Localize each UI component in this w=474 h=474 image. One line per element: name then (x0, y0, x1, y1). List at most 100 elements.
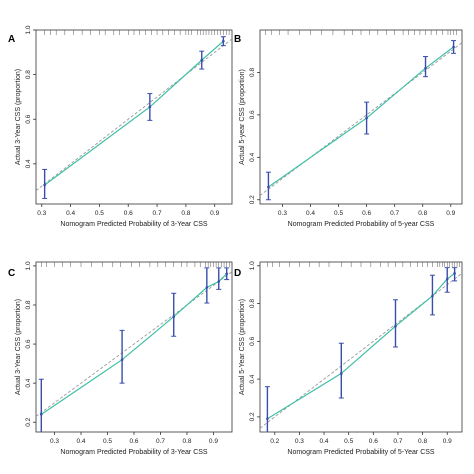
calibration-point (339, 372, 343, 375)
calibration-point (452, 45, 455, 49)
x-tick-label: 0.3 (295, 438, 304, 445)
x-tick-label: 0.6 (124, 210, 133, 217)
x-axis-label: Nomogram Predicted Probability of 5-year… (288, 221, 435, 228)
y-tick-label: 0.2 (249, 195, 256, 204)
x-tick-label: 0.9 (209, 438, 218, 445)
panel-letter: D (234, 268, 241, 279)
y-tick-label: 0.6 (25, 339, 32, 348)
y-axis-label: Actual 5-Year CSS (proportion) (239, 299, 246, 395)
y-tick-label: 1.0 (249, 261, 256, 270)
calibration-point (267, 185, 270, 189)
calibration-curve (267, 272, 455, 420)
calibration-point (39, 413, 43, 416)
panel-d: D 0.2 0.3 0.4 0.5 0.6 0.7 0.8 0.9 0.2 0.4 0.6 0.8 1.0… (234, 261, 463, 456)
x-tick-label: 0.4 (77, 438, 86, 445)
panel-b: B 0.3 0.4 0.5 0.6 0.7 0.8 0.9 0.2 0.4 0.6 0.8 Nomogr… (234, 29, 463, 228)
x-tick-label: 0.3 (50, 438, 59, 445)
rug-marks (41, 262, 230, 267)
calibration-point (148, 105, 152, 109)
calibration-point (225, 272, 229, 276)
y-tick-label: 0.8 (249, 299, 256, 308)
x-tick-label: 0.4 (66, 210, 75, 217)
x-tick-label: 0.5 (334, 210, 343, 217)
calibration-curve (44, 40, 224, 186)
y-tick-label: 1.0 (25, 25, 32, 34)
y-tick-label: 0.4 (249, 152, 256, 161)
panel-letter: C (8, 268, 15, 279)
x-tick-label: 0.4 (320, 438, 329, 445)
x-tick-label: 0.7 (393, 438, 402, 445)
y-tick-label: 0.4 (25, 159, 32, 168)
x-tick-label: 0.5 (344, 438, 353, 445)
calibration-point (43, 183, 46, 187)
plot-frame (35, 261, 233, 433)
plot-frame (259, 29, 463, 205)
plot-area (260, 40, 462, 201)
x-tick-label: 0.9 (210, 210, 219, 217)
y-tick-label: 0.2 (249, 412, 256, 421)
x-tick-label: 0.8 (418, 438, 427, 445)
x-tick-label: 0.3 (37, 210, 46, 217)
plot-frame (259, 261, 463, 433)
rug-marks (44, 30, 230, 35)
calibration-curve (40, 273, 228, 415)
y-tick-label: 0.4 (25, 378, 32, 387)
x-tick-label: 0.7 (153, 210, 162, 217)
calibration-point (431, 294, 434, 298)
panel-c: C 0.3 0.4 0.5 0.6 0.7 0.8 0.9 0.2 0.4 0.6 0.8 1.0 Nom… (8, 261, 233, 456)
y-tick-label: 0.6 (249, 336, 256, 345)
calibration-point (205, 286, 209, 289)
x-tick-label: 0.8 (181, 210, 190, 217)
x-tick-label: 0.6 (369, 438, 378, 445)
calibration-point (453, 272, 456, 275)
calibration-point (222, 39, 225, 43)
x-tick-label: 0.7 (156, 438, 165, 445)
calibration-point (172, 315, 176, 319)
x-tick-label: 0.8 (182, 438, 191, 445)
x-tick-label: 0.3 (278, 210, 287, 217)
y-tick-label: 0.6 (249, 110, 256, 119)
plot-area (36, 267, 232, 432)
x-tick-label: 0.6 (362, 210, 371, 217)
ideal-reference-line (260, 42, 462, 196)
x-axis-label: Nomogram Predicted Probability of 3-Year… (60, 449, 208, 456)
x-tick-label: 0.5 (103, 438, 112, 445)
y-tick-label: 0.2 (25, 417, 32, 426)
plot-area (36, 36, 232, 199)
x-axis-label: Nomogram Predicted Probability of 5-Year… (287, 449, 435, 456)
x-tick-label: 0.4 (306, 210, 315, 217)
panel-letter: A (8, 34, 15, 45)
y-tick-label: 0.8 (249, 68, 256, 77)
calibration-point (365, 116, 368, 120)
x-tick-label: 0.9 (446, 210, 455, 217)
x-tick-label: 0.6 (129, 438, 138, 445)
calibration-point (266, 417, 269, 421)
calibration-point (424, 66, 427, 70)
calibration-point (120, 358, 124, 362)
x-tick-label: 0.2 (270, 438, 279, 445)
plot-area (260, 267, 462, 432)
y-axis-label: Actual 3-Year CSS (proportion) (15, 69, 22, 165)
ideal-reference-line (36, 271, 232, 417)
rug-marks (265, 30, 457, 35)
y-axis-label: Actual 5-year CSS (proportion) (239, 69, 246, 165)
panel-a: A 0.3 0.4 0.5 0.6 0.7 0.8 0.9 0.4 0.6 0.8 1.0 Nomogr… (8, 25, 233, 228)
calibration-point (217, 280, 221, 283)
y-axis-label: Actual 3-Year CSS (proportion) (15, 299, 22, 395)
y-tick-label: 0.8 (25, 300, 32, 309)
x-tick-label: 0.7 (390, 210, 399, 217)
x-tick-label: 0.9 (443, 438, 452, 445)
calibration-point (200, 58, 204, 62)
y-tick-label: 1.0 (25, 261, 32, 270)
plot-frame (35, 29, 233, 205)
rug-marks (267, 262, 460, 267)
ideal-reference-line (36, 38, 232, 191)
x-tick-label: 0.8 (418, 210, 427, 217)
y-tick-label: 0.4 (249, 374, 256, 383)
y-tick-label: 0.6 (25, 114, 32, 123)
y-tick-label: 0.8 (25, 70, 32, 79)
calibration-point (445, 277, 449, 281)
calibration-curve (268, 46, 454, 188)
calibration-point (394, 324, 397, 328)
